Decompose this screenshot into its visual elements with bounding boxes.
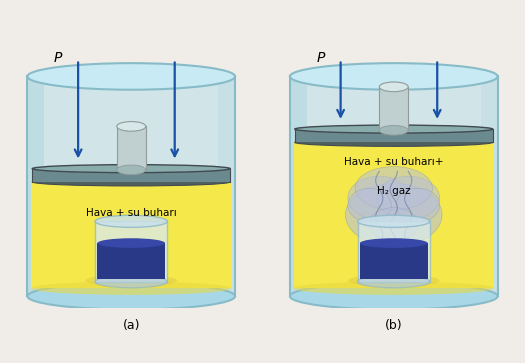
- Ellipse shape: [32, 178, 230, 186]
- Bar: [95, 221, 167, 282]
- Bar: [27, 77, 235, 296]
- Ellipse shape: [358, 276, 430, 288]
- Ellipse shape: [360, 238, 427, 248]
- Bar: [295, 129, 493, 142]
- Ellipse shape: [32, 165, 230, 173]
- Ellipse shape: [396, 188, 439, 222]
- Bar: [293, 142, 494, 288]
- Ellipse shape: [27, 283, 235, 310]
- Bar: [379, 87, 408, 130]
- Ellipse shape: [377, 176, 439, 220]
- Bar: [290, 77, 307, 296]
- Ellipse shape: [95, 215, 167, 227]
- Ellipse shape: [27, 63, 235, 90]
- Ellipse shape: [379, 82, 408, 91]
- Ellipse shape: [348, 274, 439, 286]
- Ellipse shape: [98, 238, 165, 248]
- Ellipse shape: [348, 176, 411, 220]
- Bar: [117, 126, 146, 170]
- Text: P: P: [317, 51, 325, 65]
- Text: Hava + su buharı+: Hava + su buharı+: [344, 157, 444, 167]
- Ellipse shape: [295, 138, 493, 146]
- Bar: [358, 221, 430, 282]
- Text: (b): (b): [385, 319, 403, 332]
- Ellipse shape: [358, 215, 430, 227]
- Ellipse shape: [293, 282, 494, 295]
- Bar: [481, 77, 498, 296]
- Bar: [31, 182, 232, 288]
- Ellipse shape: [290, 283, 498, 310]
- Ellipse shape: [117, 122, 146, 131]
- Ellipse shape: [379, 126, 408, 135]
- Ellipse shape: [370, 208, 418, 241]
- Ellipse shape: [295, 125, 493, 133]
- Bar: [218, 77, 235, 296]
- Ellipse shape: [345, 183, 442, 246]
- Ellipse shape: [31, 282, 232, 295]
- Ellipse shape: [355, 167, 433, 210]
- Bar: [27, 77, 44, 296]
- Bar: [290, 77, 498, 296]
- Bar: [32, 169, 230, 182]
- Ellipse shape: [117, 165, 146, 175]
- Ellipse shape: [95, 276, 167, 288]
- Text: H₂ gaz: H₂ gaz: [377, 185, 411, 196]
- Bar: [98, 243, 165, 279]
- Text: (a): (a): [122, 319, 140, 332]
- Bar: [360, 243, 427, 279]
- Text: Hava + su buharı: Hava + su buharı: [86, 208, 176, 218]
- Text: P: P: [54, 51, 62, 65]
- Ellipse shape: [348, 188, 391, 222]
- Ellipse shape: [86, 274, 177, 286]
- Ellipse shape: [290, 63, 498, 90]
